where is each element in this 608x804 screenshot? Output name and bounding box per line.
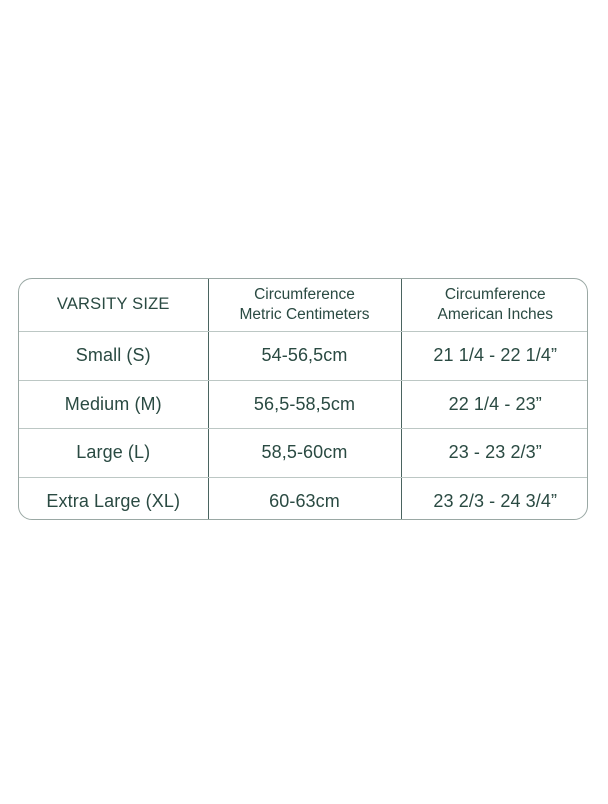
cell-metric: 58,5-60cm [208,428,402,478]
size-chart-table-container: VARSITY SIZE Circumference Metric Centim… [18,278,588,520]
cell-size: Medium (M) [19,380,209,429]
column-header-circumference-metric: Circumference Metric Centimeters [208,279,402,332]
table-row: Large (L) 58,5-60cm 23 - 23 2/3” [19,428,587,478]
cell-inches: 23 2/3 - 24 3/4” [433,490,558,511]
cell-metric: 54-56,5cm [208,331,402,381]
cell-inches: 23 - 23 2/3” [401,428,587,478]
column-header-metric-line1: Circumference [254,286,355,304]
cell-metric: 60-63cm [208,477,402,519]
cell-inches: 21 1/4 - 22 1/4” [401,331,587,381]
column-header-varsity-size: VARSITY SIZE [19,279,209,332]
column-header-inches-line2: American Inches [437,306,553,323]
column-header-metric-line2: Metric Centimeters [239,306,370,323]
cell-metric: 56,5-58,5cm [208,380,402,429]
cell-size: Extra Large (XL) [19,477,209,519]
cell-inches: 22 1/4 - 23” [401,380,587,429]
table-row: Medium (M) 56,5-58,5cm 22 1/4 - 23” [19,380,587,429]
column-header-inches-line1: Circumference [444,286,546,304]
size-chart-table: VARSITY SIZE Circumference Metric Centim… [19,279,587,519]
cell-size: Large (L) [19,428,209,478]
column-header-varsity-size-label: VARSITY SIZE [56,295,170,314]
table-header-row: VARSITY SIZE Circumference Metric Centim… [19,279,587,332]
table-row: Extra Large (XL) 60-63cm 23 2/3 - 24 3/4… [19,477,587,519]
table-row: Small (S) 54-56,5cm 21 1/4 - 22 1/4” [19,331,587,381]
cell-size: Small (S) [19,331,209,381]
column-header-circumference-inches: Circumference American Inches [401,279,587,332]
